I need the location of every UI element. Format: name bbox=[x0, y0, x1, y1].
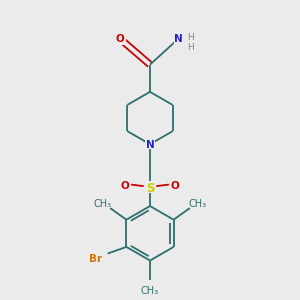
Text: Br: Br bbox=[89, 254, 102, 264]
Text: S: S bbox=[146, 182, 154, 195]
Text: CH₃: CH₃ bbox=[141, 286, 159, 296]
Text: O: O bbox=[121, 181, 129, 190]
Text: CH₃: CH₃ bbox=[94, 199, 112, 208]
Bar bbox=[174, 32, 196, 45]
Bar bbox=[113, 32, 126, 45]
Text: H: H bbox=[187, 43, 194, 52]
Bar bbox=[169, 178, 182, 191]
Text: CH₃: CH₃ bbox=[188, 199, 206, 208]
Text: N: N bbox=[146, 140, 154, 150]
Text: O: O bbox=[171, 181, 179, 190]
Text: O: O bbox=[115, 34, 124, 44]
Bar bbox=[145, 139, 155, 149]
Text: H: H bbox=[187, 33, 194, 42]
Bar bbox=[118, 178, 131, 191]
Text: N: N bbox=[174, 34, 183, 44]
Bar bbox=[144, 181, 156, 194]
